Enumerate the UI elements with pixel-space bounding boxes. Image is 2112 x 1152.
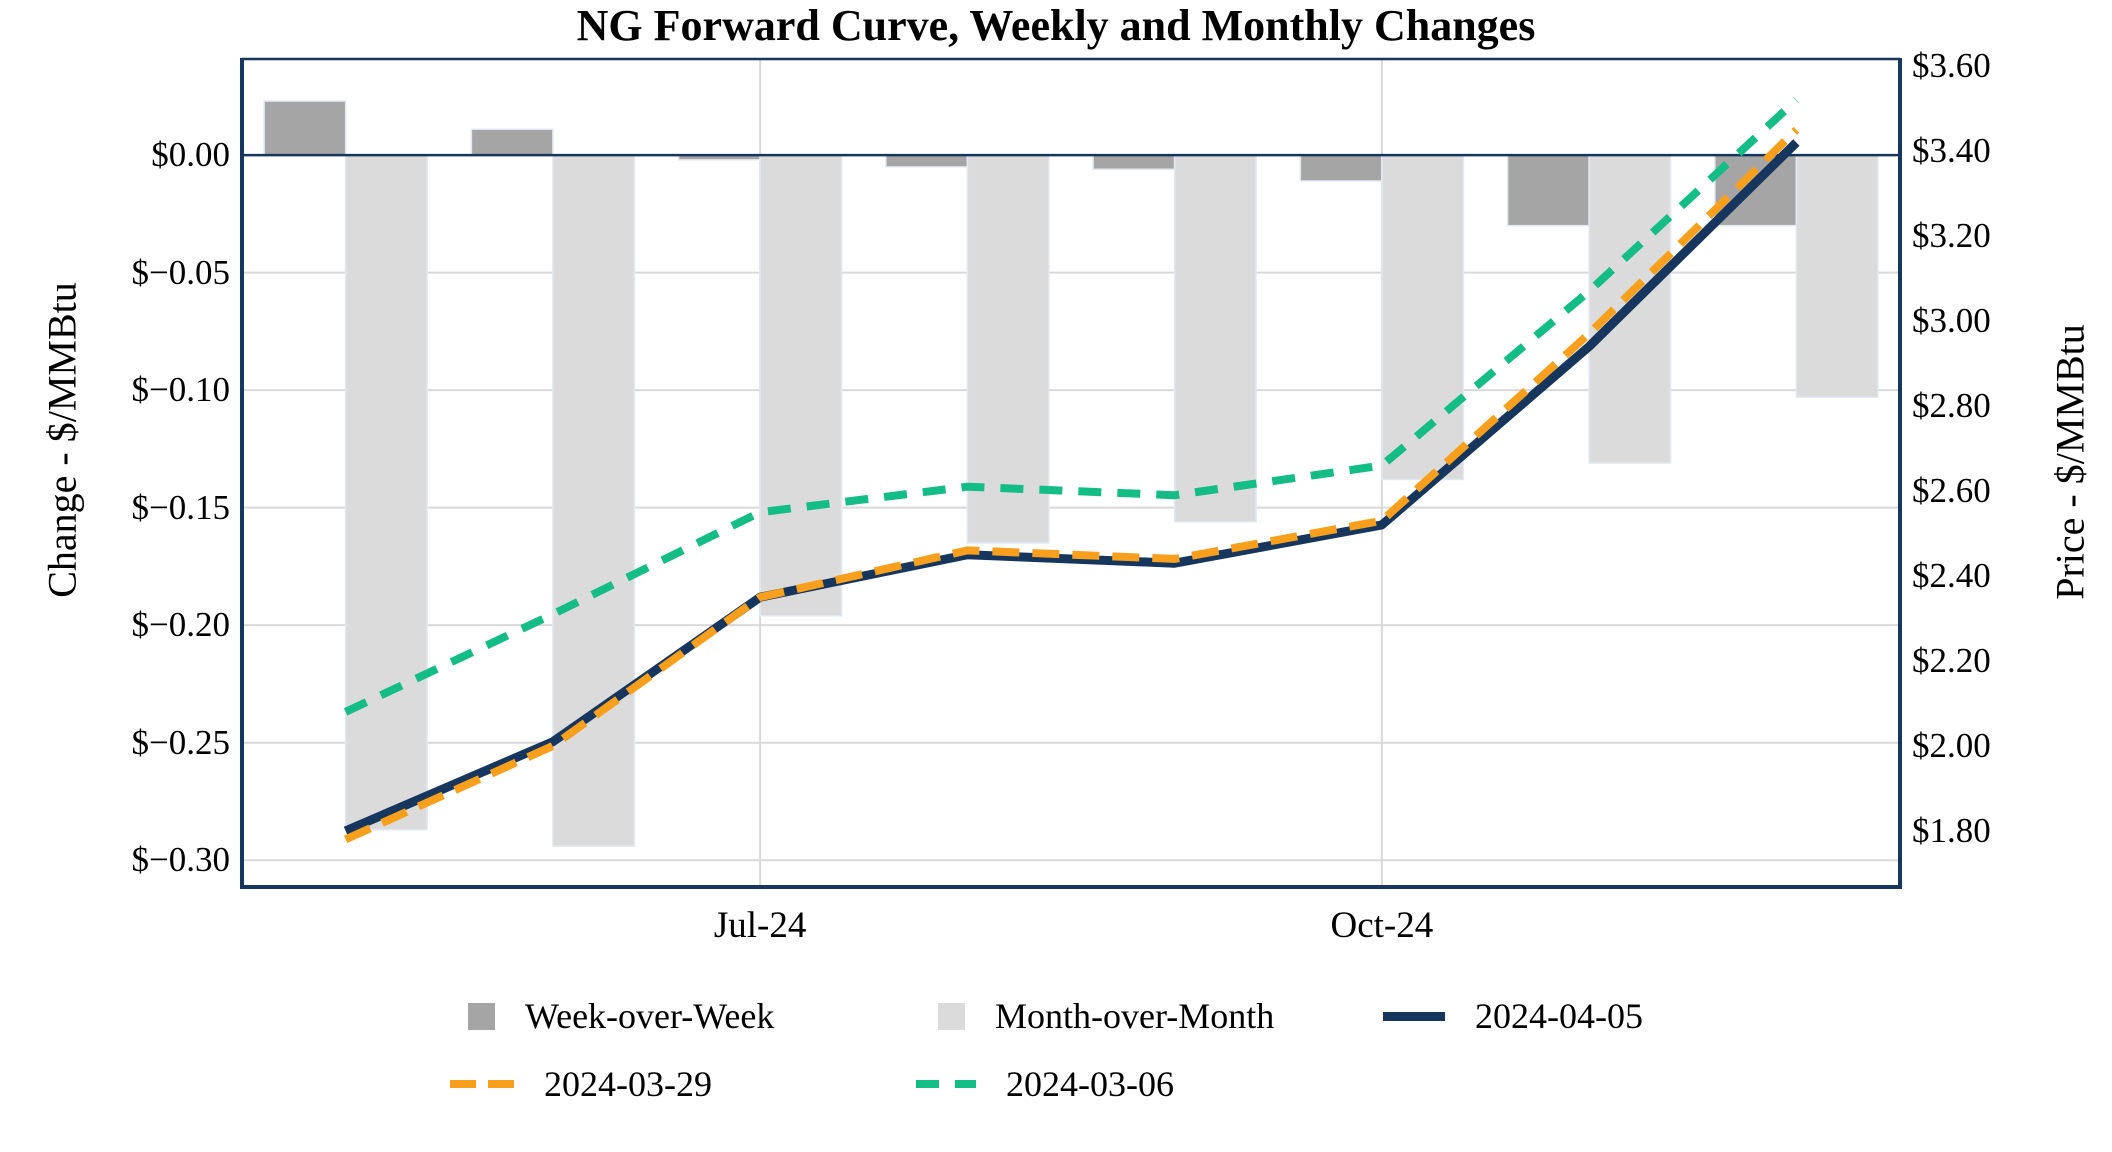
left-axis-tick-$−0.25: $−0.25: [131, 722, 231, 762]
line-series-2024-04-05: [343, 139, 1800, 836]
left-axis-tick-$0.00: $0.00: [151, 135, 230, 175]
line-series-2024-03-29: [343, 126, 1800, 844]
right-axis-tick-$2.20: $2.20: [1912, 640, 1991, 680]
right-axis-tick-$2.60: $2.60: [1912, 470, 1991, 510]
left-axis-tick-$−0.30: $−0.30: [131, 840, 231, 880]
week-over-week-bar-Sep-24: [1092, 154, 1176, 170]
left-axis-tick-$−0.10: $−0.10: [131, 370, 231, 410]
month-over-month-bar-Oct-24: [1381, 154, 1465, 481]
legend-label: Month-over-Month: [995, 996, 1275, 1036]
month-over-month-swatch-icon: [938, 1002, 965, 1030]
week-over-week-bar-May-24: [263, 100, 347, 156]
week-over-week-swatch-icon: [468, 1002, 495, 1030]
legend-item-2024-03-29: 2024-03-29: [450, 1061, 712, 1107]
legend-label: 2024-03-29: [544, 1064, 712, 1104]
month-over-month-bar-May-24: [344, 154, 428, 831]
week-over-week-bar-Oct-24: [1299, 154, 1383, 182]
legend-label: 2024-04-05: [1475, 996, 1643, 1036]
legend-item-2024-03-06: 2024-03-06: [916, 1061, 1174, 1107]
left-axis-tick-$−0.15: $−0.15: [131, 487, 231, 527]
legend-label: 2024-03-06: [1006, 1064, 1174, 1104]
month-over-month-bar-Sep-24: [1173, 154, 1257, 523]
month-over-month-bar-Jul-24: [759, 154, 843, 617]
chart-title: NG Forward Curve, Weekly and Monthly Cha…: [576, 1, 1536, 50]
x-axis-tick-Jul-24: Jul-24: [713, 905, 807, 946]
legend-item-week-over-week: Week-over-Week: [468, 993, 774, 1039]
green-dashed-line-swatch-icon: [916, 1080, 976, 1088]
left-axis-tick-$−0.20: $−0.20: [131, 605, 231, 645]
legend-item-month-over-month: Month-over-Month: [938, 993, 1274, 1039]
left-axis-tick-$−0.05: $−0.05: [131, 252, 231, 292]
right-axis-tick-$3.20: $3.20: [1912, 215, 1991, 255]
right-axis-tick-$2.80: $2.80: [1912, 385, 1991, 425]
right-axis-tick-$3.60: $3.60: [1912, 46, 1991, 85]
week-over-week-bar-Jun-24: [470, 128, 554, 156]
month-over-month-bar-Jun-24: [552, 154, 636, 847]
legend-label: Week-over-Week: [525, 996, 775, 1036]
legend-item-2024-04-05: 2024-04-05: [1383, 993, 1643, 1039]
month-over-month-bar-Dec-24: [1795, 154, 1879, 398]
right-axis-tick-$2.40: $2.40: [1912, 555, 1991, 595]
week-over-week-bar-Nov-24: [1506, 154, 1590, 227]
right-axis-tick-$2.00: $2.00: [1912, 725, 1991, 765]
month-over-month-bar-Aug-24: [966, 154, 1050, 544]
x-axis-tick-Oct-24: Oct-24: [1330, 905, 1434, 946]
week-over-week-bar-Aug-24: [885, 154, 969, 168]
right-axis-tick-$3.40: $3.40: [1912, 131, 1991, 170]
right-axis-tick-$3.00: $3.00: [1912, 300, 1991, 340]
orange-dashed-line-swatch-icon: [450, 1080, 514, 1088]
solid-line-swatch-icon: [1383, 1011, 1445, 1021]
right-axis-tick-$1.80: $1.80: [1912, 810, 1991, 850]
